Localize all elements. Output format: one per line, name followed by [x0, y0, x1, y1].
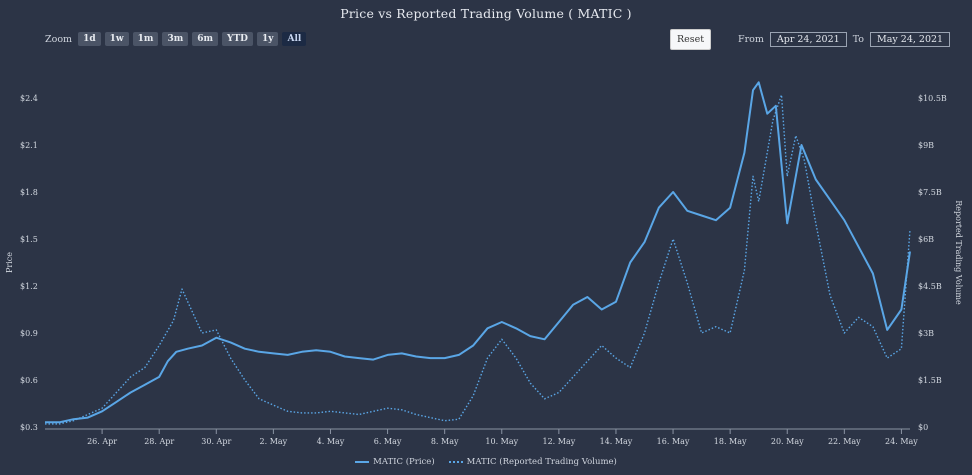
x-tick-label: 14. May — [600, 437, 633, 446]
zoom-label: Zoom — [45, 33, 73, 45]
y-right-tick-label: $0 — [918, 423, 928, 432]
y-left-tick-label: $1.5 — [20, 235, 38, 244]
legend-item-price[interactable]: MATIC (Price) — [355, 457, 435, 467]
zoom-button-1d[interactable]: 1d — [78, 32, 101, 46]
legend-solid-line-icon — [355, 461, 370, 463]
x-tick-label: 20. May — [771, 437, 804, 446]
legend-label-price: MATIC (Price) — [373, 457, 435, 467]
zoom-button-6m[interactable]: 6m — [192, 32, 219, 46]
x-tick-label: 8. May — [431, 437, 459, 446]
reset-button[interactable]: Reset — [670, 29, 712, 50]
zoom-button-3m[interactable]: 3m — [162, 32, 189, 46]
y-left-tick-label: $2.4 — [20, 94, 38, 103]
x-tick-label: 28. Apr — [144, 437, 174, 446]
y-right-tick-label: $10.5B — [918, 94, 947, 103]
zoom-button-1w[interactable]: 1w — [104, 32, 129, 46]
y-left-axis-title: Price — [5, 252, 14, 273]
x-tick-label: 16. May — [657, 437, 690, 446]
legend-label-volume: MATIC (Reported Trading Volume) — [466, 457, 617, 467]
y-left-tick-label: $0.6 — [20, 376, 38, 385]
legend-item-volume[interactable]: MATIC (Reported Trading Volume) — [448, 457, 617, 467]
x-tick-label: 22. May — [828, 437, 861, 446]
y-right-tick-label: $3B — [918, 329, 934, 338]
y-right-tick-label: $1.5B — [918, 376, 942, 385]
to-label: To — [852, 34, 865, 45]
x-tick-label: 6. May — [374, 437, 402, 446]
y-left-tick-label: $0.3 — [20, 423, 38, 432]
y-right-axis-title: Reported Trading Volume — [954, 200, 963, 305]
chart-legend: MATIC (Price) MATIC (Reported Trading Vo… — [0, 457, 972, 467]
y-right-tick-label: $4.5B — [918, 282, 942, 291]
x-tick-label: 2. May — [260, 437, 288, 446]
zoom-button-all[interactable]: All — [282, 32, 307, 46]
y-left-tick-label: $0.9 — [20, 329, 38, 338]
x-tick-label: 4. May — [317, 437, 345, 446]
x-tick-label: 10. May — [485, 437, 518, 446]
from-label: From — [738, 34, 764, 45]
price-series-line[interactable] — [45, 81, 911, 424]
legend-dotted-line-icon — [448, 461, 463, 463]
zoom-button-1m[interactable]: 1m — [132, 32, 159, 46]
y-left-tick-label: $1.8 — [20, 188, 38, 197]
zoom-controls: Zoom 1d 1w 1m 3m 6m YTD 1y All — [45, 32, 307, 46]
x-tick-label: 30. Apr — [201, 437, 231, 446]
x-tick-label: 26. Apr — [87, 437, 117, 446]
y-right-tick-label: $7.5B — [918, 188, 942, 197]
zoom-button-1y[interactable]: 1y — [256, 32, 279, 46]
y-right-tick-label: $6B — [918, 235, 934, 244]
y-left-tick-label: $1.2 — [20, 282, 38, 291]
date-range: From Apr 24, 2021 To May 24, 2021 — [738, 32, 951, 47]
to-date-input[interactable]: May 24, 2021 — [870, 32, 951, 47]
x-tick-label: 24. May — [885, 437, 918, 446]
x-tick-label: 18. May — [714, 437, 747, 446]
y-right-tick-label: $9B — [918, 141, 934, 150]
y-left-tick-label: $2.1 — [20, 141, 38, 150]
zoom-button-ytd[interactable]: YTD — [222, 32, 253, 46]
x-tick-label: 12. May — [542, 437, 575, 446]
chart-title: Price vs Reported Trading Volume ( MATIC… — [340, 6, 632, 21]
from-date-input[interactable]: Apr 24, 2021 — [769, 32, 847, 47]
